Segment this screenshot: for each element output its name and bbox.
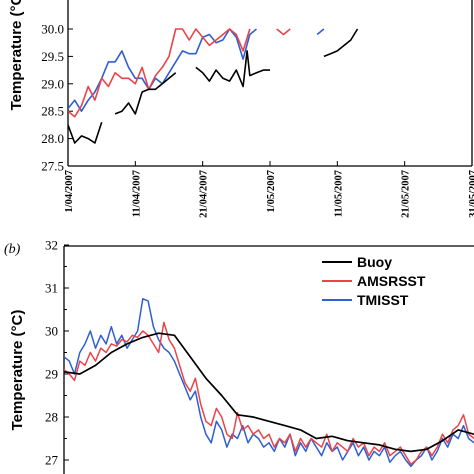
legend-label-buoy: Buoy <box>357 254 392 270</box>
panel-a-y-tick-label: 30.0 <box>41 22 64 37</box>
panel-a-series-tmisst <box>68 28 258 112</box>
panel-a-series-amsrsst <box>276 28 291 36</box>
panel-a-x-tick-label: 21/05/2007 <box>401 170 412 218</box>
panel-a-series-buoy <box>114 72 177 115</box>
panel-b-plot-area <box>64 298 474 468</box>
panel-a-series-tmisst <box>316 28 325 36</box>
panel-a-x-tick-label: 11/04/2007 <box>131 170 142 217</box>
panel-a-x-tick-label: 31/05/2007 <box>468 170 474 218</box>
panel-a-series-buoy <box>195 50 270 88</box>
panel-b-legend: Buoy AMSRSST TMISST <box>322 254 426 308</box>
panel-b-y-tick-label: 32 <box>45 238 58 253</box>
panel-b-series-tmisst <box>64 298 474 468</box>
panel-a-x-tick-label: 11/05/2007 <box>333 170 344 217</box>
panel-b-y-tick-label: 29 <box>45 367 58 382</box>
panel-a-series-amsrsst <box>68 28 251 118</box>
panel-a-x-tick-label: 1/04/2007 <box>64 170 75 213</box>
panel-a-x-tick-label: 1/05/2007 <box>266 170 277 213</box>
panel-a-y-tick-label: 28.5 <box>41 104 64 119</box>
panel-a-y-tick-label: 28.0 <box>41 131 64 146</box>
panel-a-y-axis-label: Temperature (°C) <box>8 0 25 110</box>
panel-a: 27.5 28.0 28.5 29.0 29.5 30.0 Temperature (°C)… <box>8 0 474 218</box>
panel-b-series-amsrsst <box>64 321 474 466</box>
panel-a-y-tick-label: 27.5 <box>41 159 64 174</box>
panel-a-y-tick-label: 29.5 <box>41 49 64 64</box>
legend-label-tmisst: TMISST <box>357 292 409 308</box>
panel-a-series-buoy <box>68 121 103 144</box>
panel-b-series-buoy <box>64 332 474 453</box>
legend-label-amsrsst: AMSRSST <box>357 273 426 289</box>
panel-b: 27 28 29 30 31 32 Temperature (°C) (b) Buoy AMSRS… <box>4 238 474 474</box>
panel-b-y-axis-label: Temperature (°C) <box>9 310 26 431</box>
panel-a-x-tick-label: 21/04/2007 <box>199 170 210 218</box>
panel-a-y-tick-label: 29.0 <box>41 76 64 91</box>
panel-b-y-tick-label: 27 <box>45 453 59 468</box>
panel-b-y-tick-label: 31 <box>45 281 58 296</box>
panel-a-plot-area <box>68 28 359 144</box>
panel-b-y-tick-label: 28 <box>45 410 58 425</box>
panel-b-y-tick-label: 30 <box>45 324 58 339</box>
panel-a-series-buoy <box>323 28 359 58</box>
panel-b-label: (b) <box>4 242 21 257</box>
